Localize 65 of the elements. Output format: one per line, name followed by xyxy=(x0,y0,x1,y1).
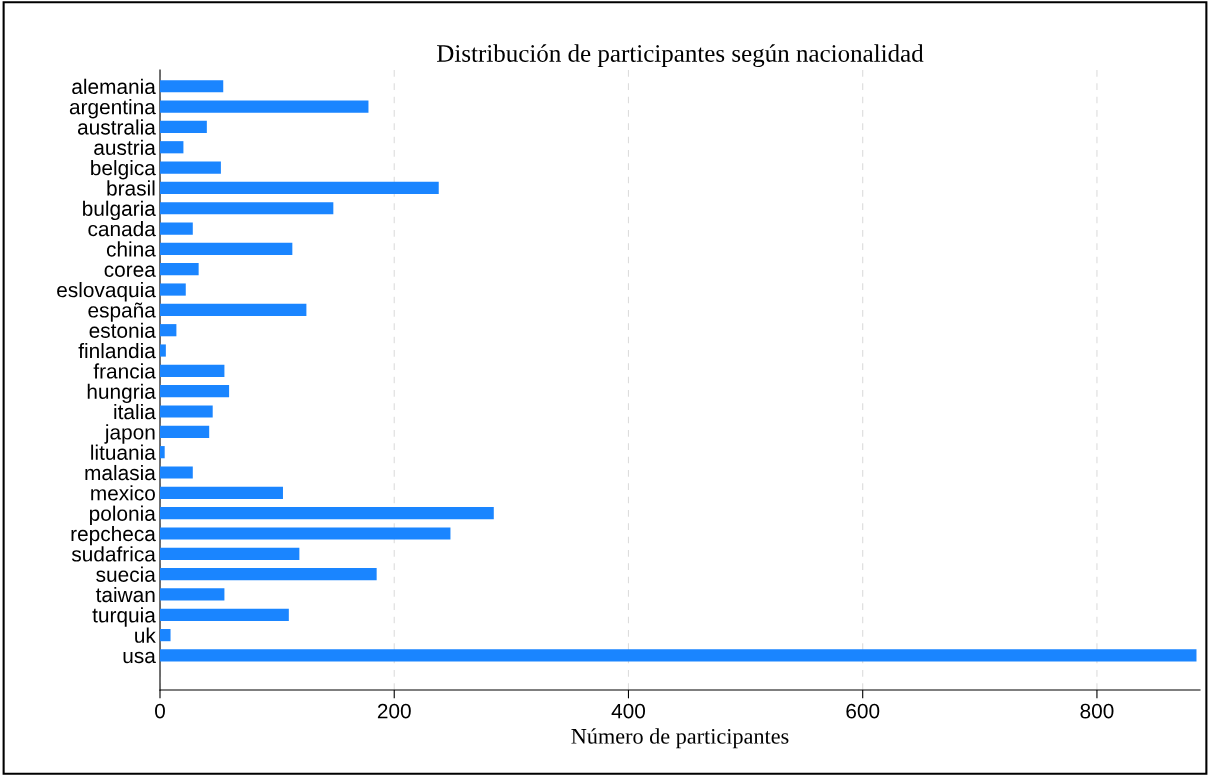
y-tick-label: japon xyxy=(104,424,155,444)
bar xyxy=(160,385,230,398)
y-tick-label: corea xyxy=(104,265,156,277)
y-tick-label: estonia xyxy=(89,322,156,338)
bar xyxy=(160,161,221,174)
y-tick-label: suecia xyxy=(96,566,156,582)
y-tick-label: mexico xyxy=(91,485,155,501)
y-tick-label: australia xyxy=(77,119,156,135)
y-tick-label: repcheca xyxy=(71,525,156,546)
bar xyxy=(160,405,213,418)
bar xyxy=(160,568,377,581)
bar xyxy=(160,588,225,601)
x-axis-title: Número de participantes xyxy=(571,728,789,749)
x-tick-label: 0 xyxy=(155,703,165,719)
y-tick-label: canada xyxy=(88,221,156,237)
bar xyxy=(160,446,165,459)
bar xyxy=(160,425,210,438)
bar xyxy=(160,507,494,520)
bar xyxy=(160,303,307,316)
x-tick-label: 200 xyxy=(377,703,411,719)
y-tick-label: turquia xyxy=(92,607,156,627)
y-tick-label: belgica xyxy=(91,160,156,180)
bar xyxy=(160,181,439,194)
bar xyxy=(160,120,207,134)
y-tick-label: bulgaria xyxy=(83,200,156,221)
bar xyxy=(160,466,193,479)
chart-title: Distribución de participantes según nacionalidad xyxy=(437,44,924,68)
x-tick-label: 400 xyxy=(611,703,646,719)
bar xyxy=(160,202,334,215)
y-tick-label: china xyxy=(106,241,156,257)
bar xyxy=(160,263,199,276)
y-tick-label: lituania xyxy=(91,444,156,460)
y-tick-label: hungria xyxy=(87,383,156,404)
bar xyxy=(160,242,293,255)
y-tick-label: austria xyxy=(94,139,156,155)
y-tick-label: brasil xyxy=(107,180,155,196)
y-tick-label: francia xyxy=(93,363,156,379)
y-tick-label: usa xyxy=(123,651,156,664)
y-tick-label: italia xyxy=(114,403,156,420)
x-tick-label: 600 xyxy=(846,703,880,719)
y-tick-label: alemania xyxy=(72,78,156,95)
bar xyxy=(160,364,225,377)
bar xyxy=(160,344,166,357)
y-tick-label: argentina xyxy=(69,99,156,119)
y-tick-label: eslovaquia xyxy=(57,281,156,302)
bar xyxy=(160,527,451,540)
bar xyxy=(160,324,177,337)
bar xyxy=(160,629,171,642)
y-tick-label: uk xyxy=(135,627,156,643)
y-tick-label: malasia xyxy=(85,464,156,481)
y-tick-label: españa xyxy=(88,302,156,322)
y-tick-label: sudafrica xyxy=(71,546,156,562)
bar xyxy=(160,486,283,499)
x-tick-label: 800 xyxy=(1080,703,1114,719)
bar xyxy=(160,547,300,560)
bar xyxy=(160,222,193,235)
bar xyxy=(160,100,369,113)
bar xyxy=(160,608,289,621)
bar xyxy=(160,141,184,154)
y-tick-label: taiwan xyxy=(95,586,155,603)
bar xyxy=(160,283,186,296)
bar xyxy=(160,80,224,93)
y-tick-label: finlandia xyxy=(78,342,156,359)
bar xyxy=(160,649,1197,662)
y-tick-label: polonia xyxy=(89,505,156,526)
